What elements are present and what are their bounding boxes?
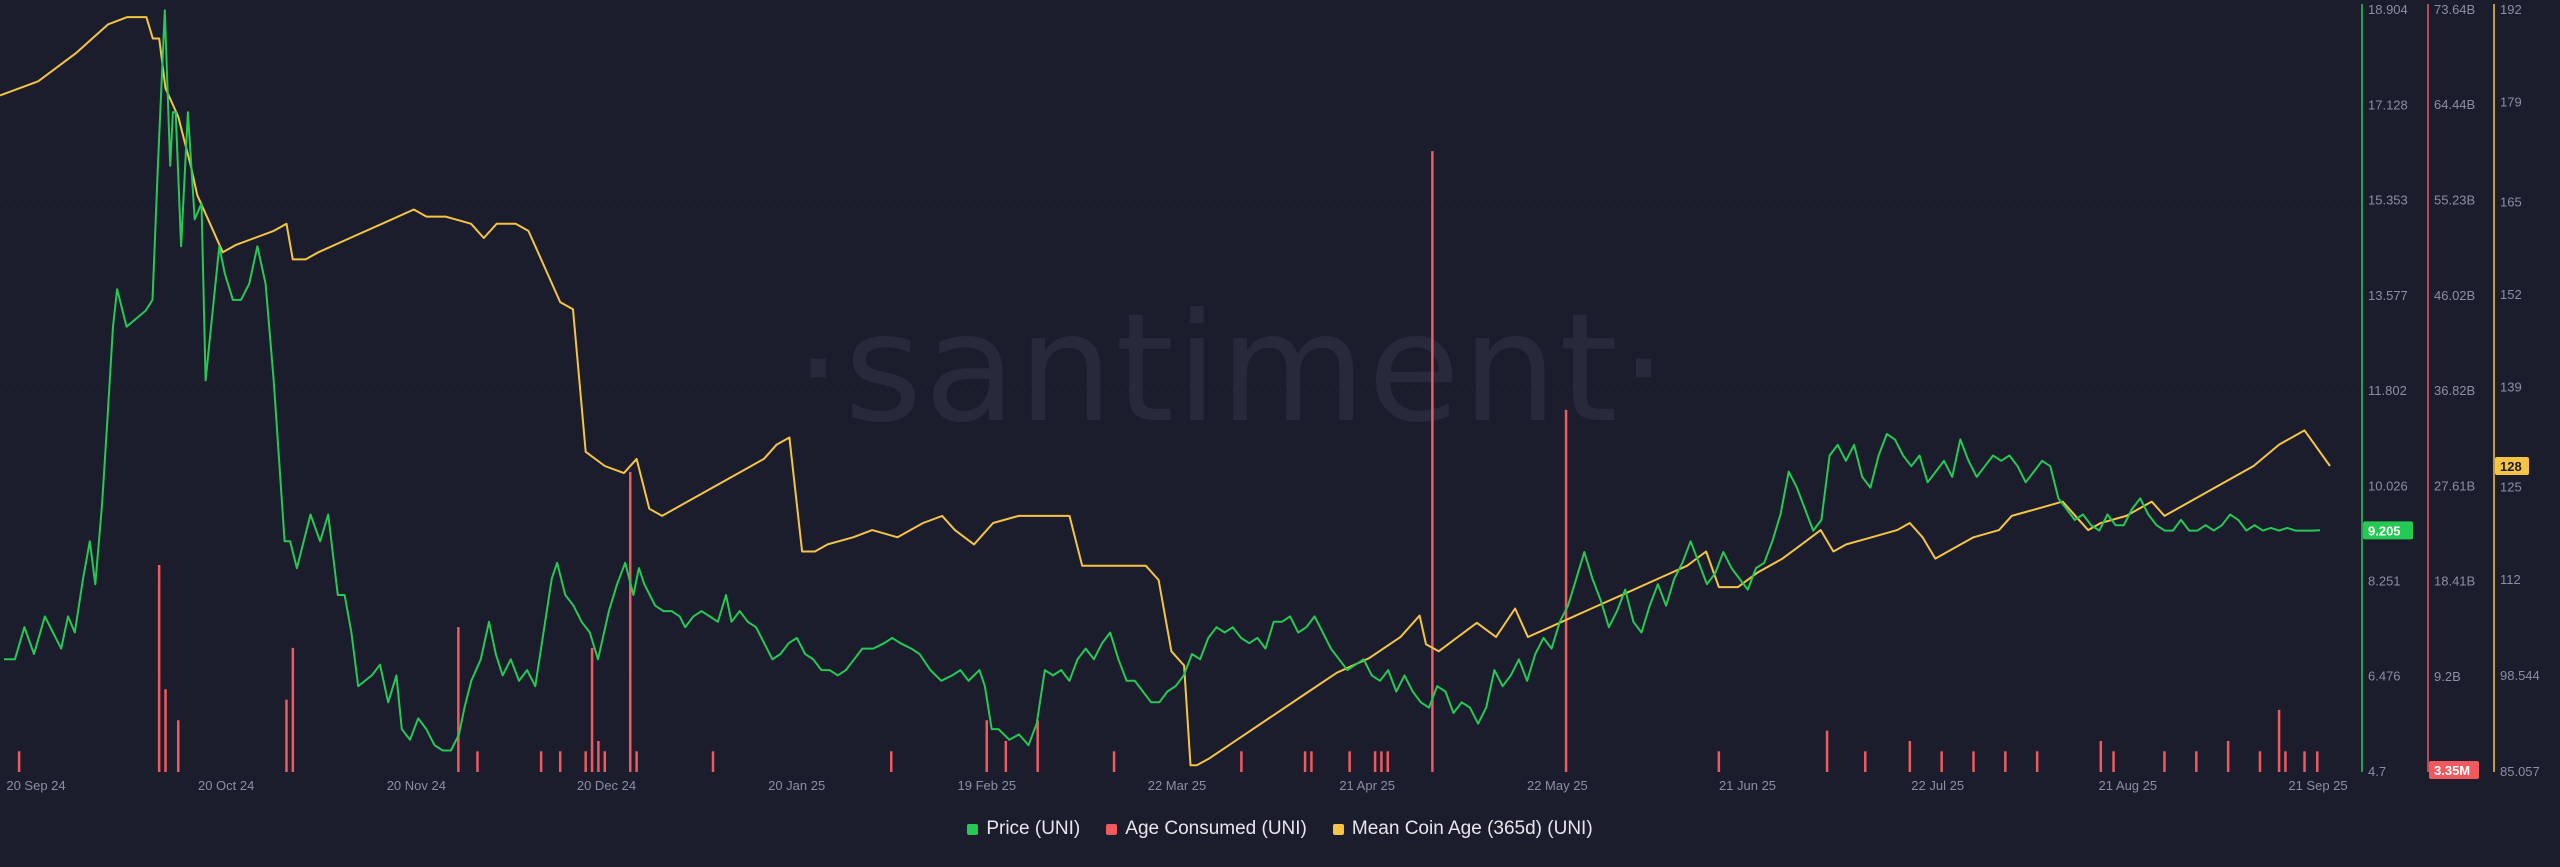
price-current-badge: 9.205 — [2363, 521, 2413, 540]
mean-coin-age-current-badge-bg — [2495, 457, 2529, 476]
legend: Price (UNI) Age Consumed (UNI) Mean Coin… — [0, 818, 2560, 840]
age-consumed-tick-label: 9.2B — [2434, 669, 2461, 684]
mean-coin-age-tick-label: 139 — [2500, 380, 2522, 395]
legend-label-mean-coin-age: Mean Coin Age (365d) (UNI) — [1351, 818, 1593, 839]
watermark: ·santiment· — [794, 282, 1669, 456]
mean-coin-age-tick-label: 179 — [2500, 95, 2522, 110]
x-tick-label: 22 Mar 25 — [1148, 778, 1207, 793]
age-consumed-current-badge-bg — [2429, 761, 2479, 779]
age-consumed-tick-label: 18.41B — [2434, 574, 2475, 589]
x-tick-label: 21 Sep 25 — [2288, 778, 2347, 793]
x-tick-label: 20 Oct 24 — [198, 778, 254, 793]
x-tick-label: 21 Aug 25 — [2099, 778, 2158, 793]
price-tick-label: 4.7 — [2368, 764, 2386, 779]
mean-coin-age-tick-label: 98.544 — [2500, 668, 2540, 683]
price-tick-label: 8.251 — [2368, 574, 2401, 589]
age-consumed-tick-label: 36.82B — [2434, 383, 2475, 398]
x-axis: 20 Sep 24 20 Oct 24 20 Nov 24 20 Dec 24 20 J… — [6, 778, 2347, 793]
x-tick-label: 20 Nov 24 — [387, 778, 446, 793]
mean-coin-age-tick-label: 152 — [2500, 287, 2522, 302]
mean-coin-age-line — [0, 16, 2331, 767]
mean-coin-age-current-badge-text: 128 — [2500, 459, 2522, 474]
y-axes: 18.904 17.128 15.353 13.577 11.802 10.026 8.25… — [2361, 2, 2540, 779]
chart-canvas: ·santiment· 20 Sep 24 20 Oct 24 20 Nov 24 2… — [0, 2, 2540, 793]
series-lines — [0, 9, 2331, 767]
x-tick-label: 21 Apr 25 — [1339, 778, 1395, 793]
legend-label-age-consumed: Age Consumed (UNI) — [1125, 818, 1307, 839]
price-tick-label: 6.476 — [2368, 669, 2401, 684]
mean-coin-age-tick-label: 125 — [2500, 479, 2522, 494]
legend-swatch-price — [967, 823, 979, 835]
mean-coin-age-tick-label: 112 — [2500, 572, 2521, 587]
price-tick-label: 17.128 — [2368, 97, 2408, 112]
grid-lines — [0, 9, 2362, 773]
age-consumed-tick-label: 55.23B — [2434, 193, 2475, 208]
price-tick-label: 15.353 — [2368, 193, 2408, 208]
legend-swatch-mean-coin-age — [1332, 823, 1344, 835]
x-tick-label: 19 Feb 25 — [958, 778, 1017, 793]
x-tick-label: 20 Sep 24 — [6, 778, 65, 793]
price-line — [4, 9, 2321, 752]
age-consumed-current-badge-text: 3.35M — [2434, 763, 2470, 778]
x-tick-label: 22 May 25 — [1527, 778, 1588, 793]
price-tick-label: 13.577 — [2368, 288, 2408, 303]
mean-coin-age-tick-label: 192 — [2500, 2, 2522, 17]
x-tick-label: 20 Jan 25 — [768, 778, 825, 793]
legend-swatch-age-consumed — [1106, 823, 1118, 835]
price-current-badge-bg — [2363, 521, 2413, 540]
price-current-badge-text: 9.205 — [2368, 523, 2401, 538]
mean-coin-age-tick-label: 85.057 — [2500, 764, 2540, 779]
legend-label-price: Price (UNI) — [986, 818, 1081, 839]
price-tick-label: 10.026 — [2368, 478, 2408, 493]
age-consumed-current-badge: 3.35M — [2429, 761, 2479, 779]
legend-item-price[interactable]: Price (UNI) — [967, 818, 1080, 840]
mean-coin-age-tick-label: 165 — [2500, 194, 2522, 209]
age-consumed-tick-label: 64.44B — [2434, 97, 2475, 112]
price-tick-label: 18.904 — [2368, 2, 2408, 17]
x-tick-label: 21 Jun 25 — [1719, 778, 1776, 793]
legend-item-age-consumed[interactable]: Age Consumed (UNI) — [1106, 818, 1307, 840]
x-tick-label: 20 Dec 24 — [577, 778, 636, 793]
x-tick-label: 22 Jul 25 — [1911, 778, 1964, 793]
age-consumed-tick-label: 46.02B — [2434, 288, 2475, 303]
price-tick-label: 11.802 — [2368, 383, 2407, 398]
legend-item-mean-coin-age[interactable]: Mean Coin Age (365d) (UNI) — [1332, 818, 1593, 840]
age-consumed-tick-label: 27.61B — [2434, 478, 2475, 493]
mean-coin-age-current-badge: 128 — [2495, 457, 2529, 476]
age-consumed-bars — [17, 151, 2319, 772]
age-consumed-tick-label: 73.64B — [2434, 2, 2475, 17]
